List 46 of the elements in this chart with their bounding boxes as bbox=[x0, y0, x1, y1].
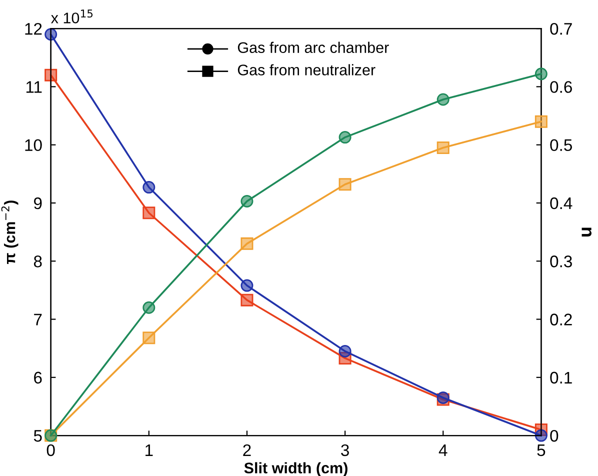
text: x 10$^{15}$ bbox=[51, 10, 93, 24]
point bbox=[142, 332, 156, 344]
y2-tick-label: 0.6 bbox=[550, 81, 572, 93]
y-tick-label: 6 bbox=[34, 372, 42, 384]
y-tick-label: 8 bbox=[34, 256, 42, 268]
y-tick-label: 11 bbox=[26, 81, 42, 93]
y2-tick-label: 0.4 bbox=[550, 197, 572, 210]
y-tick-label: 5 bbox=[34, 430, 42, 442]
point bbox=[44, 28, 58, 41]
point bbox=[534, 68, 548, 80]
x-tick-label: 1 bbox=[146, 444, 153, 456]
x-tick-label: 3 bbox=[341, 444, 349, 456]
y2-tick-label: 0.3 bbox=[550, 256, 572, 268]
point bbox=[240, 294, 254, 306]
point bbox=[240, 194, 254, 208]
annotation: Gas from neutralizer bbox=[238, 64, 376, 76]
x-tick-label: 2 bbox=[243, 444, 251, 456]
y2-tick-label: 0.5 bbox=[550, 139, 572, 152]
point bbox=[142, 301, 156, 314]
point bbox=[436, 141, 450, 154]
y-tick-label: 10 bbox=[25, 139, 42, 152]
y2-tick-label: 0.7 bbox=[550, 22, 572, 35]
point bbox=[534, 115, 548, 128]
point bbox=[142, 206, 156, 220]
y2-tick-label: 0 bbox=[550, 430, 558, 442]
point bbox=[534, 429, 548, 442]
y-tick-label: 9 bbox=[34, 197, 42, 210]
y-tick-label: 12 bbox=[25, 22, 42, 35]
y2-tick-label: 0.2 bbox=[550, 314, 572, 326]
annotation: Gas from arc chamber bbox=[238, 42, 389, 54]
point bbox=[436, 93, 450, 106]
x-axis-title: Slit width (cm) bbox=[244, 462, 348, 476]
point bbox=[240, 279, 254, 292]
y-axis-title: π (cm$^{−2}$) bbox=[1, 200, 18, 264]
y-tick-label: 7 bbox=[34, 314, 42, 326]
point bbox=[338, 131, 352, 144]
point bbox=[338, 344, 352, 358]
y2-axis-title: u bbox=[582, 228, 592, 236]
point bbox=[142, 181, 156, 194]
x-tick-label: 5 bbox=[537, 444, 546, 456]
x-tick-label: 4 bbox=[438, 444, 448, 456]
point bbox=[44, 68, 58, 82]
point bbox=[240, 237, 254, 250]
x-tick-label: 0 bbox=[46, 444, 55, 456]
y2-tick-label: 0.1 bbox=[550, 372, 572, 384]
point bbox=[338, 178, 352, 191]
